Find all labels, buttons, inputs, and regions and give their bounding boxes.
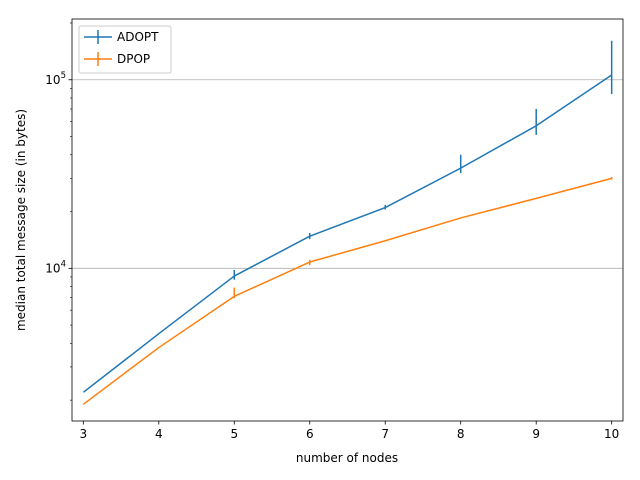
y-axis: 104 105 — [45, 71, 72, 275]
grid-lines — [72, 79, 623, 269]
x-axis: 3 4 5 6 7 8 9 10 — [80, 421, 619, 441]
series-line — [82, 74, 613, 393]
x-tick-label: 4 — [155, 427, 163, 441]
x-tick-label: 9 — [532, 427, 540, 441]
series-line — [82, 177, 612, 405]
x-tick-label: 10 — [604, 427, 619, 441]
series-dpop — [82, 177, 613, 405]
x-tick-label: 5 — [230, 427, 238, 441]
y-tick-label: 105 — [45, 71, 66, 87]
legend-entry-dpop: DPOP — [84, 52, 150, 66]
x-tick-label: 8 — [457, 427, 465, 441]
x-axis-label: number of nodes — [296, 451, 398, 465]
legend-label: DPOP — [117, 52, 150, 66]
x-tick-label: 6 — [306, 427, 314, 441]
x-tick-label: 7 — [381, 427, 389, 441]
legend-label: ADOPT — [117, 30, 159, 44]
x-tick-label: 3 — [80, 427, 88, 441]
legend-entry-adopt: ADOPT — [84, 30, 159, 44]
series-adopt — [82, 40, 613, 393]
series-layer — [82, 40, 613, 405]
legend: ADOPT DPOP — [78, 25, 172, 74]
y-axis-label: median total message size (in bytes) — [14, 109, 28, 331]
y-tick-label: 104 — [45, 259, 66, 275]
plot-frame — [71, 18, 624, 422]
